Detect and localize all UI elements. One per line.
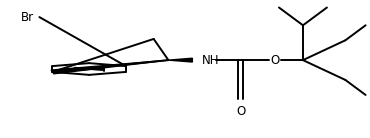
Text: O: O <box>236 105 245 118</box>
Polygon shape <box>51 60 168 74</box>
Text: NH: NH <box>202 54 219 67</box>
Text: O: O <box>271 54 280 67</box>
Polygon shape <box>168 58 192 62</box>
Text: Br: Br <box>21 11 34 24</box>
